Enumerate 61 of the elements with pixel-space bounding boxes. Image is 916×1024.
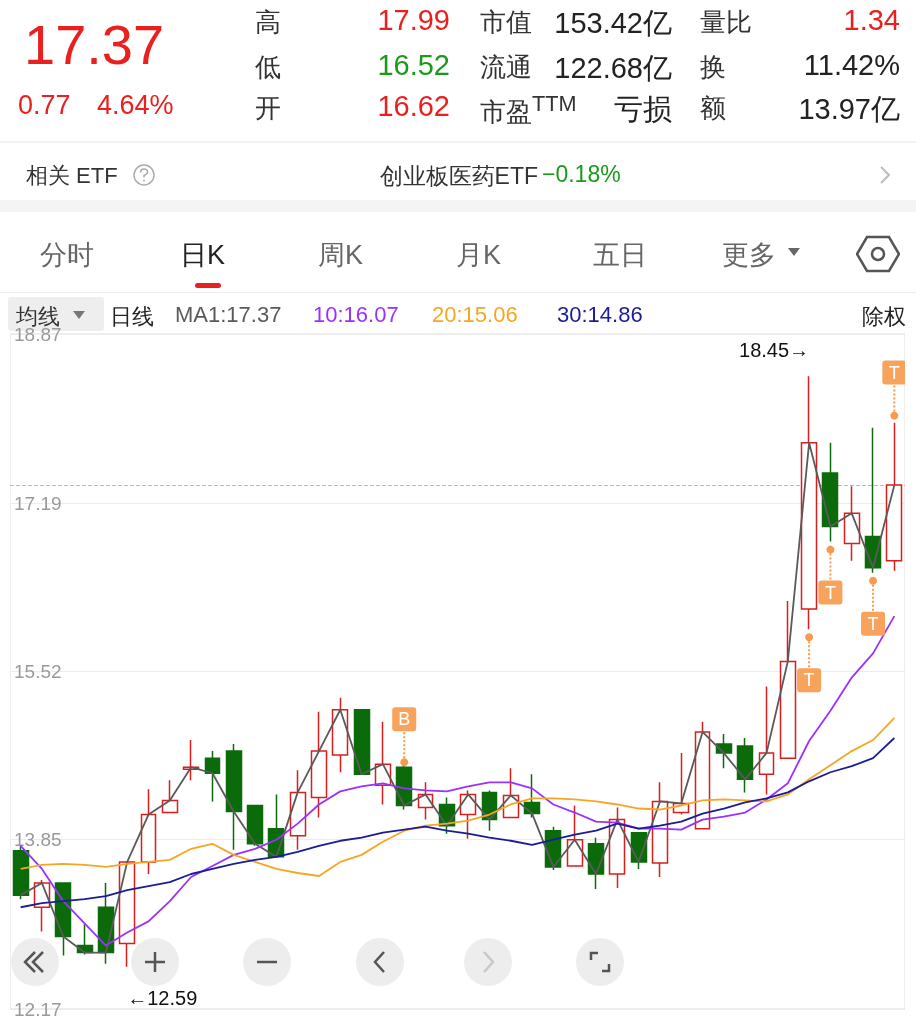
candlestick [310, 711, 328, 819]
candlestick [800, 375, 818, 630]
text: 高 [255, 6, 281, 39]
text: 122.68亿 [554, 51, 672, 86]
text: 除权 [862, 303, 906, 331]
text: 16.62 [377, 90, 450, 123]
candlestick [204, 750, 221, 803]
y-tick-label: 12.17 [14, 998, 62, 1020]
text: 153.42亿 [554, 6, 672, 41]
text: 17.99 [377, 4, 450, 37]
text: 市值 [480, 6, 532, 39]
text: 量比 [700, 6, 752, 39]
text: MA1:17.37 [175, 302, 282, 328]
text: 日线 [110, 303, 154, 331]
text: 额 [700, 92, 726, 125]
y-tick-label: 17.19 [14, 492, 62, 514]
candlestick [12, 845, 30, 900]
text: 17.37 [24, 12, 165, 77]
text: 亏损 [614, 92, 672, 127]
text: −0.18% [542, 161, 621, 188]
candlestick [140, 788, 157, 875]
annotation: T [867, 613, 879, 634]
candlestick [736, 737, 754, 794]
text: 30:14.86 [557, 302, 643, 328]
text: 均线 [16, 303, 60, 329]
annotation: 18.45→ [739, 339, 810, 362]
y-tick-label: 13.85 [14, 829, 62, 851]
text: 市盈$^{TTM}$ [480, 91, 577, 129]
y-tick-label: 15.52 [14, 661, 62, 682]
candlestick [758, 685, 775, 796]
candlestick [885, 421, 903, 572]
text: 五日 [593, 239, 647, 272]
text: 4.64% [97, 90, 174, 121]
text: 更多 [722, 239, 776, 272]
candlestick [821, 442, 839, 543]
text: 13.97亿 [798, 92, 900, 127]
text: 创业板医药ETF [379, 162, 538, 191]
text: 11.42% [803, 49, 900, 82]
text: 开 [255, 92, 281, 125]
annotation: T [824, 582, 836, 603]
annotation: B [398, 709, 411, 730]
candlestick [225, 743, 243, 851]
text: 相关 ETF [26, 162, 118, 190]
annotation: T [803, 670, 815, 691]
text: 换 [700, 51, 726, 84]
text: 1.34 [843, 4, 900, 37]
text: 20:15.06 [432, 302, 518, 328]
text: 0.77 [18, 90, 71, 121]
text: 周K [318, 239, 364, 272]
text: 月K [456, 239, 502, 272]
candlestick [353, 709, 371, 776]
text: 流通 [480, 51, 532, 84]
text: 日K [180, 239, 226, 272]
annotation: T [888, 362, 900, 383]
annotation: ←12.59 [127, 986, 198, 1009]
candlestick [779, 600, 797, 759]
text: 10:16.07 [313, 302, 399, 328]
text: 低 [255, 51, 281, 84]
candlestick [246, 804, 264, 847]
text: 16.52 [377, 49, 450, 82]
text: 分时 [40, 239, 94, 272]
